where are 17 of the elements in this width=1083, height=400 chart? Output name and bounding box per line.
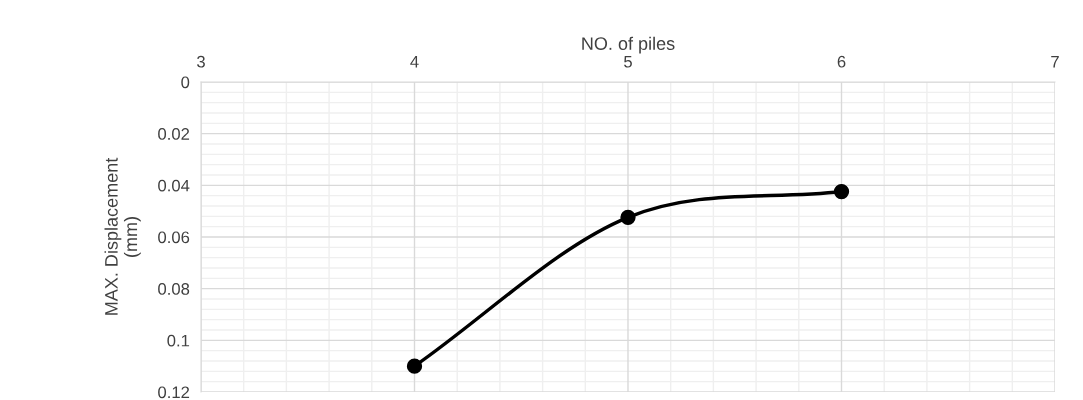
point xyxy=(406,358,423,374)
y-tick-label: 0.04 xyxy=(158,179,190,192)
y-tick-label: 0.08 xyxy=(158,283,190,295)
y-axis-title: MAX. Displacement (mm) xyxy=(104,157,141,315)
x-axis-title: NO. of piles xyxy=(582,36,675,54)
x-tick-label: 5 xyxy=(624,55,632,68)
y-tick-label: 0.1 xyxy=(167,334,190,347)
y-tick-label: 0.02 xyxy=(158,128,190,140)
x-tick-label: 6 xyxy=(837,55,846,68)
point xyxy=(620,209,636,226)
y-tick-label: 0.12 xyxy=(158,386,190,399)
x-tick-label: 3 xyxy=(197,55,205,68)
point xyxy=(833,183,850,200)
y-tick-label: 0 xyxy=(181,76,190,89)
x-tick-label: 7 xyxy=(1051,55,1059,68)
y-tick-label: 0.06 xyxy=(158,231,190,244)
x-tick-label: 4 xyxy=(410,55,419,68)
